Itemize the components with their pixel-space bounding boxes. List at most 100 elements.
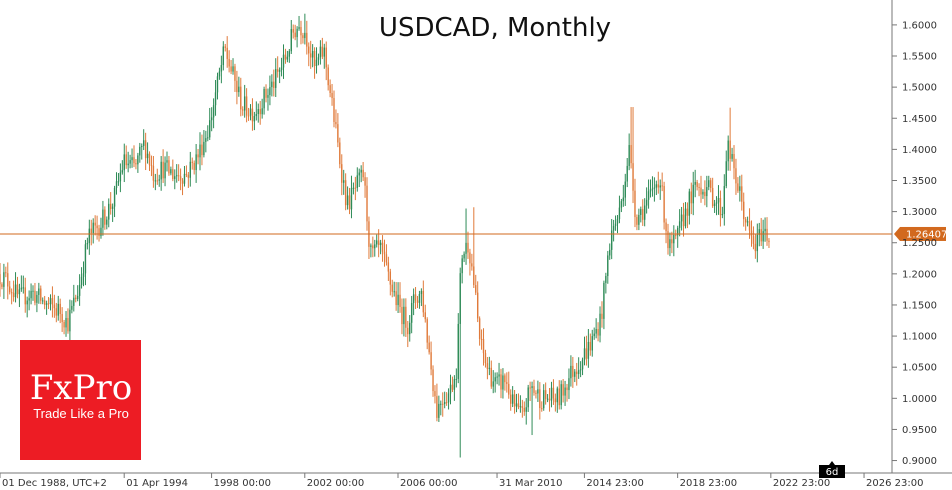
candle-body [372,245,374,249]
candle-body [125,154,127,166]
y-tick-label: 1.3000 [902,207,937,218]
candle-body [721,213,724,216]
chart-title: USDCAD, Monthly [379,13,611,43]
candle-body [620,201,623,208]
x-tick-labels: 01 Dec 1988, UTC+2 01 Apr 1994 1998 00:00 2… [0,473,923,489]
candle-body [645,199,648,206]
candle-body [24,287,26,305]
candle-body [160,161,162,180]
candle-body [20,287,23,290]
x-tick-label: 1998 00:00 [214,478,271,489]
candle-body [203,141,205,156]
y-tick-label: 0.9000 [902,456,937,467]
timeframe-badge-pointer [829,461,835,465]
candle-body [529,387,531,389]
candle-body [595,329,597,334]
candle-body [86,242,89,245]
candle-body [172,169,174,180]
candle-body [630,145,632,164]
candle-body [296,28,298,38]
candle-body [321,46,324,57]
candle-body [678,221,681,228]
candle-body [329,85,331,93]
candle-body [7,273,9,287]
candle-body [111,206,114,209]
candle-body [574,371,576,377]
candle-body [476,292,479,319]
candle-body [309,53,312,58]
candle-body [61,314,63,322]
candle-body [242,109,244,111]
candle-body [222,46,225,66]
candle-body [71,305,73,310]
candle-body [478,318,481,339]
candle-body [339,142,341,165]
candle-body [420,290,423,295]
candle-body [440,403,442,405]
candle-body [150,165,153,167]
candle-body [688,191,691,216]
candle-body [610,230,613,250]
candle-body [603,282,605,319]
candle-body [100,227,102,237]
candle-body [424,312,426,320]
candle-body [642,209,644,220]
candle-body [179,176,182,181]
candle-body [82,273,85,277]
candle-body [593,333,595,337]
candle-body [665,222,667,232]
candle-body [9,286,11,293]
candle-body [453,379,456,390]
candle-body [300,27,302,36]
candle-body [210,117,213,121]
candle-body [1,284,3,287]
candle-body [346,195,349,206]
candle-body [108,203,110,220]
candle-body [232,66,234,72]
candle-body [119,172,122,182]
candle-body [690,191,692,204]
candle-body [684,208,687,227]
candle-body [298,27,300,29]
candle-body [657,184,659,188]
x-tick-label: 2014 23:00 [586,478,643,489]
candle-body [618,207,621,220]
candle-body [343,180,345,183]
candle-body [473,266,475,286]
candle-body [30,290,32,299]
candle-body [579,369,582,371]
candle-body [267,95,269,98]
candle-body [754,243,757,252]
candle-body [245,96,248,116]
candle-body [521,406,524,408]
candle-body [422,290,425,313]
candle-body [558,388,560,406]
candle-body [436,396,438,418]
candle-body [531,386,533,389]
candle-body [209,120,211,138]
candle-body [447,393,450,403]
x-tick-label: 31 Mar 2010 [499,478,562,489]
candle-body [576,371,578,375]
candle-body [42,300,44,302]
price-line-group: 1.26407 [0,226,947,241]
x-tick-label: 2022 23:00 [773,478,830,489]
candle-body [26,300,28,305]
candle-body [405,306,407,328]
current-price-badge [900,226,946,241]
y-tick-label: 1.2500 [902,238,937,249]
candle-body [251,108,254,122]
candle-body [723,186,726,214]
candle-body [647,191,650,200]
candle-body [636,217,638,225]
candle-body [104,209,106,225]
candle-body [438,403,440,418]
candle-body [490,367,492,387]
candle-body [137,155,139,165]
x-tick-label: 2006 00:00 [400,478,457,489]
candle-body [510,394,512,404]
candle-body [768,240,770,243]
candle-body [638,214,640,225]
candle-body [572,365,574,377]
candle-body [651,188,654,190]
